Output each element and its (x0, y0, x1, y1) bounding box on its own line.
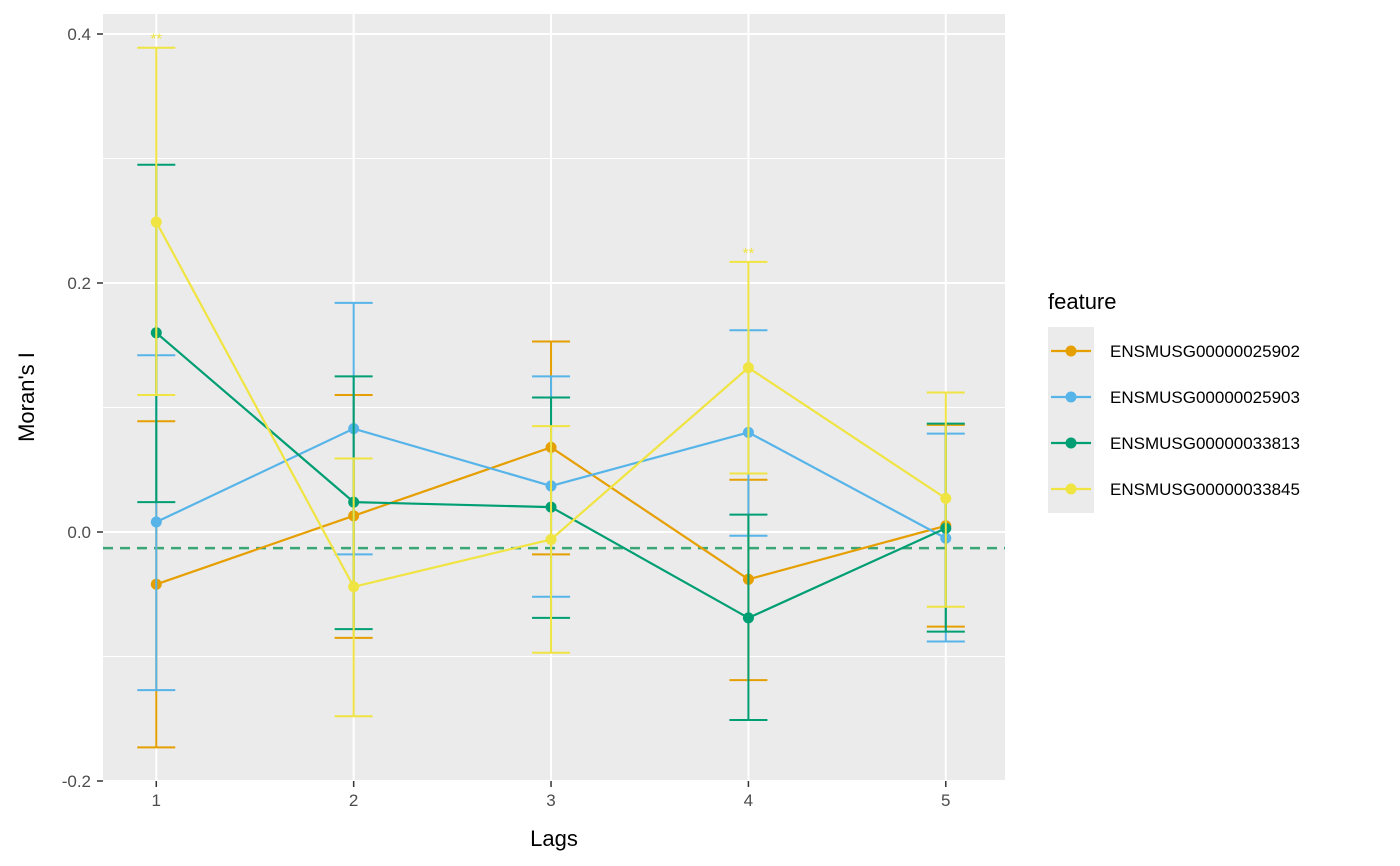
legend-key-background (1048, 327, 1094, 513)
legend-key-point (1065, 437, 1077, 449)
data-point (940, 492, 952, 504)
y-axis-title: Moran's I (14, 352, 39, 442)
y-tick-label: 0.4 (67, 25, 91, 44)
legend-item: ENSMUSG00000033845 (1051, 480, 1300, 499)
data-point (545, 533, 557, 545)
data-point (742, 612, 754, 624)
legend-label: ENSMUSG00000025903 (1110, 388, 1300, 407)
legend: feature ENSMUSG00000025902ENSMUSG0000002… (1048, 289, 1300, 513)
legend-key-point (1065, 483, 1077, 495)
legend-key-point (1065, 391, 1077, 403)
y-axis: -0.2 0.0 0.2 0.4 (62, 25, 103, 791)
legend-label: ENSMUSG00000033813 (1110, 434, 1300, 453)
significance-annotation: ** (743, 245, 755, 262)
x-tick-label: 5 (941, 791, 950, 810)
y-tick-label: 0.0 (67, 523, 91, 542)
legend-label: ENSMUSG00000025902 (1110, 342, 1300, 361)
legend-item: ENSMUSG00000025903 (1051, 388, 1300, 407)
legend-key-point (1065, 345, 1077, 357)
series-4 (137, 46, 965, 718)
grid-minor (103, 158, 1005, 657)
legend-item: ENSMUSG00000025902 (1051, 342, 1300, 361)
legend-item: ENSMUSG00000033813 (1051, 434, 1300, 453)
x-tick-label: 4 (744, 791, 753, 810)
x-tick-label: 1 (152, 791, 161, 810)
significance-annotation: ** (150, 31, 162, 48)
annotation-layer: ** ** (150, 31, 754, 262)
data-point (150, 216, 162, 228)
x-axis: 1 2 3 4 5 (152, 781, 951, 810)
x-axis-title: Lags (530, 826, 578, 851)
data-point (348, 581, 360, 593)
data-point (742, 362, 754, 374)
series-layer (137, 46, 965, 749)
legend-items: ENSMUSG00000025902 ENSMUSG00000025903 ENSM… (1051, 342, 1300, 499)
y-tick-label: 0.2 (67, 274, 91, 293)
data-point (150, 516, 162, 528)
legend-label: ENSMUSG00000033845 (1110, 480, 1300, 499)
x-tick-label: 3 (546, 791, 555, 810)
y-tick-label: -0.2 (62, 772, 91, 791)
legend-title: feature (1048, 289, 1117, 314)
x-tick-label: 2 (349, 791, 358, 810)
